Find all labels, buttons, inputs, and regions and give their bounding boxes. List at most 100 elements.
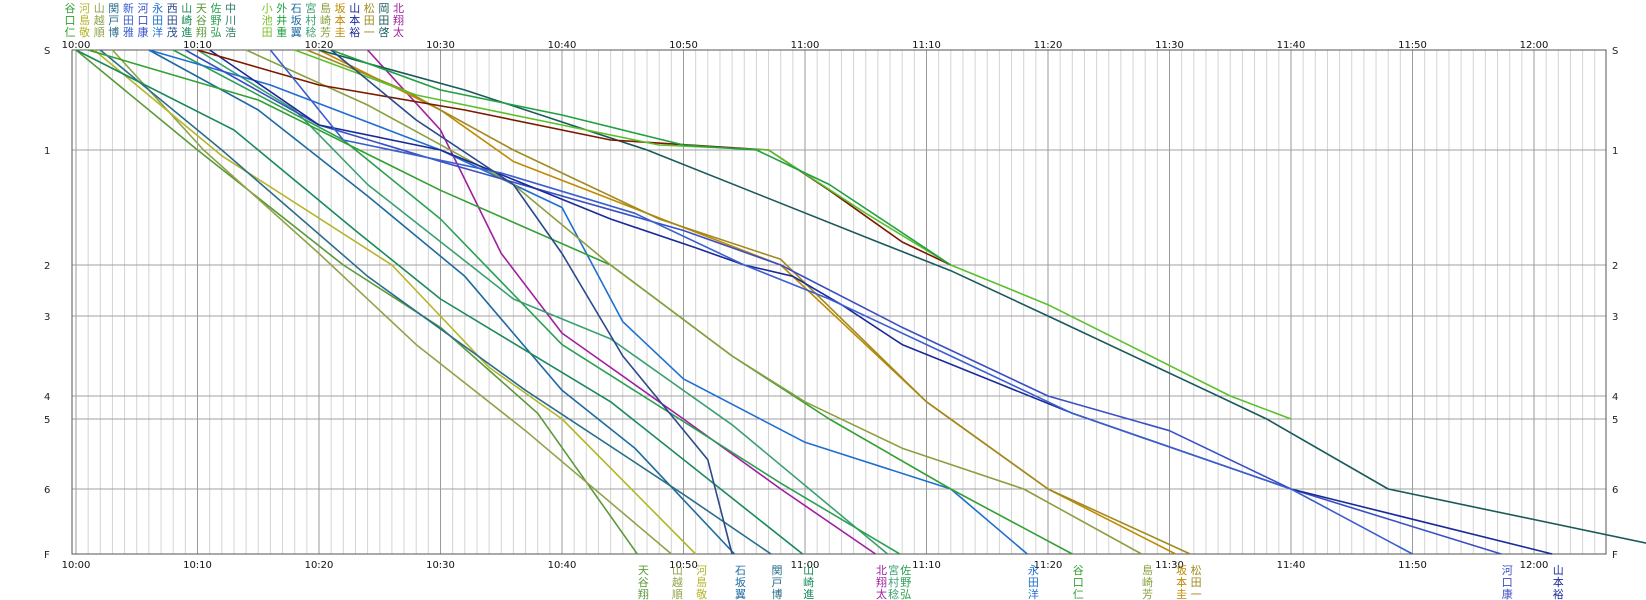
y-tick-label: 1 bbox=[1612, 146, 1618, 157]
legend-name-char: 本 bbox=[349, 13, 360, 27]
legend-name-char: 越 bbox=[94, 13, 105, 27]
x-tick-label: 11:20 bbox=[1034, 560, 1063, 571]
legend-name-char: 重 bbox=[276, 25, 287, 39]
finish-name-char: 本 bbox=[1553, 575, 1564, 589]
legend-name-char: 天 bbox=[196, 2, 207, 15]
legend-name-char: 翔 bbox=[196, 25, 207, 39]
plot-border bbox=[71, 49, 1607, 555]
legend-name-char: 敬 bbox=[79, 26, 90, 39]
finish-name-char: 坂 bbox=[735, 576, 746, 589]
y-tick-label: 6 bbox=[44, 485, 50, 496]
legend-name-char: 稔 bbox=[305, 25, 316, 39]
legend-name-char: 島 bbox=[79, 13, 90, 27]
legend-name-char: 口 bbox=[138, 14, 149, 27]
x-tick-label: 10:00 bbox=[62, 40, 91, 51]
legend-name-char: 山 bbox=[349, 2, 360, 15]
finish-name-char: 佐 bbox=[900, 563, 911, 577]
legend-name-char: 田 bbox=[378, 14, 389, 27]
x-tick-label: 10:40 bbox=[548, 560, 577, 571]
legend-name-char: 田 bbox=[152, 14, 163, 27]
legend-name-char: 一 bbox=[364, 26, 375, 39]
y-axis-right: S 1 2 3 4 5 6 F bbox=[1612, 46, 1618, 561]
finish-name-char: 裕 bbox=[1553, 588, 1564, 600]
y-tick-label: 5 bbox=[44, 415, 50, 426]
legend-name-char: 河 bbox=[138, 2, 149, 15]
legend-name-char: 博 bbox=[108, 26, 119, 39]
legend-name-char: 山 bbox=[181, 2, 192, 15]
y-tick-label: F bbox=[1612, 550, 1618, 561]
legend-name-char: 本 bbox=[335, 13, 346, 27]
x-tick-label: 10:30 bbox=[426, 40, 455, 51]
finish-name-char: 永 bbox=[1028, 563, 1039, 577]
y-tick-label: 4 bbox=[44, 392, 50, 403]
finish-name-char: 戸 bbox=[771, 576, 782, 589]
finish-name-char: 松 bbox=[1191, 563, 1202, 577]
y-axis-left: S 1 2 3 4 5 6 F bbox=[44, 46, 50, 561]
legend-name-char: 関 bbox=[108, 2, 119, 15]
legend-name-char: 田 bbox=[364, 14, 375, 27]
finish-name-char: 順 bbox=[672, 588, 683, 600]
legend-name-char: 谷 bbox=[196, 14, 207, 27]
finish-name-char: 坂 bbox=[1176, 564, 1187, 577]
x-tick-label: 11:10 bbox=[912, 40, 941, 51]
finish-labels: 天谷翔山越順河島敬石坂翼関戸博山崎進北翔太宮村稔佐野弘永田洋谷口仁島崎芳坂本圭松… bbox=[638, 563, 1564, 600]
finish-name-char: 山 bbox=[803, 564, 814, 577]
finish-name-char: 北 bbox=[876, 564, 887, 577]
finish-name-char: 谷 bbox=[1073, 564, 1084, 577]
finish-name-char: 崎 bbox=[803, 575, 814, 589]
y-tick-label: F bbox=[44, 550, 50, 561]
legend-name-char: 野 bbox=[211, 14, 222, 27]
legend-name-char: 雅 bbox=[123, 25, 134, 39]
y-tick-label: S bbox=[1612, 46, 1618, 57]
finish-name-char: 康 bbox=[1502, 587, 1513, 600]
finish-name-char: 関 bbox=[771, 564, 782, 577]
series-line bbox=[294, 49, 1292, 420]
legend-name-char: 小 bbox=[262, 2, 273, 15]
legend-name-char: 山 bbox=[94, 2, 105, 15]
legend-name-char: 崎 bbox=[181, 13, 192, 27]
series-line bbox=[330, 49, 733, 555]
legend-name-char: 洋 bbox=[152, 25, 163, 39]
finish-name-char: 進 bbox=[803, 588, 814, 600]
series-line bbox=[306, 49, 1191, 555]
x-tick-label: 11:40 bbox=[1277, 560, 1306, 571]
finish-name-char: 一 bbox=[1191, 588, 1202, 600]
y-tick-label: 3 bbox=[44, 312, 50, 323]
x-tick-label: 10:20 bbox=[305, 40, 334, 51]
series-line bbox=[111, 49, 672, 555]
x-tick-label: 11:40 bbox=[1277, 40, 1306, 51]
legend-name-char: 村 bbox=[305, 13, 316, 27]
x-tick-label: 11:50 bbox=[1398, 40, 1427, 51]
x-tick-label: 12:00 bbox=[1520, 40, 1549, 51]
y-tick-label: S bbox=[44, 46, 50, 57]
finish-name-char: 口 bbox=[1073, 576, 1084, 589]
legend-name-char: 浩 bbox=[225, 26, 236, 39]
finish-name-char: 宮 bbox=[888, 563, 899, 577]
legend-name-char: 島 bbox=[320, 1, 331, 15]
legend-name-char: 翼 bbox=[291, 26, 302, 39]
x-tick-label: 11:00 bbox=[791, 560, 820, 571]
x-tick-label: 11:50 bbox=[1398, 560, 1427, 571]
finish-name-char: 島 bbox=[1142, 563, 1153, 577]
x-tick-label: 10:00 bbox=[62, 560, 91, 571]
series-line bbox=[148, 49, 736, 555]
finish-name-char: 田 bbox=[1028, 576, 1039, 589]
legend-name-char: 宮 bbox=[305, 1, 316, 15]
legend-name-char: 川 bbox=[225, 14, 236, 27]
legend-name-char: 岡 bbox=[378, 2, 389, 15]
x-tick-label: 11:30 bbox=[1155, 560, 1184, 571]
series-line bbox=[93, 49, 697, 555]
chart-grid bbox=[72, 49, 1606, 555]
finish-name-char: 口 bbox=[1502, 576, 1513, 589]
series-line bbox=[172, 49, 901, 555]
x-tick-label: 11:20 bbox=[1034, 40, 1063, 51]
series-lines bbox=[75, 49, 1646, 555]
y-tick-label: 4 bbox=[1612, 392, 1618, 403]
x-tick-label: 10:50 bbox=[669, 560, 698, 571]
finish-name-char: 本 bbox=[1176, 575, 1187, 589]
series-line bbox=[245, 49, 1142, 555]
x-tick-label: 10:40 bbox=[548, 40, 577, 51]
legend-name-char: 順 bbox=[94, 26, 105, 39]
legend-name-char: 太 bbox=[393, 26, 404, 39]
legend-name-char: 中 bbox=[225, 2, 236, 15]
